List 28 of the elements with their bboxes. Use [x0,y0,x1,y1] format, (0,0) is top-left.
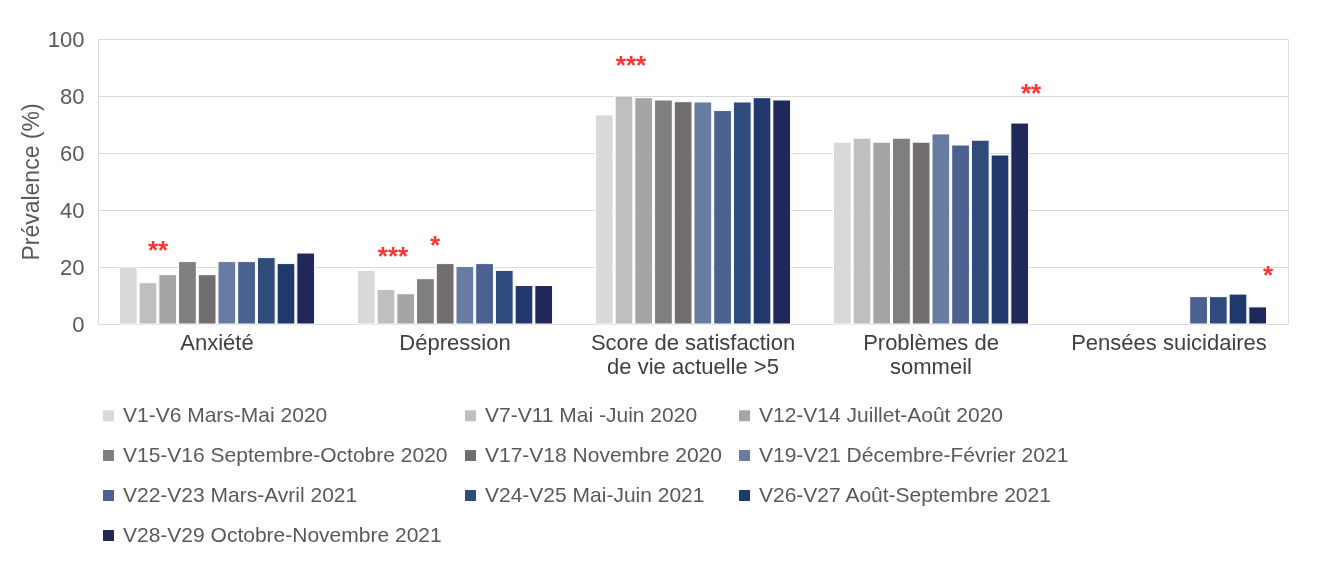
y-tick-label: 40 [60,197,85,223]
y-axis-title: Prévalence (%) [17,103,44,261]
legend-label: V28-V29 Octobre-Novembre 2021 [123,522,442,546]
y-tick-label: 0 [72,311,85,337]
x-tick-label: Anxiété [180,329,254,355]
annotation: *** [615,50,648,80]
x-tick-label: Pensées suicidaires [1071,329,1267,355]
legend-label: V22-V23 Mars-Avril 2021 [123,482,358,506]
x-tick-label: Dépression [399,329,511,355]
y-tick-label: 100 [47,26,85,52]
legend-label: V26-V27 Août-Septembre 2021 [759,482,1051,506]
y-tick-label: 60 [60,140,85,166]
annotation: *** [377,241,410,271]
legend-label: V24-V25 Mai-Juin 2021 [485,482,705,506]
legend-label: V1-V6 Mars-Mai 2020 [123,402,328,426]
y-tick-label: 20 [60,254,85,280]
y-tick-label: 80 [60,83,85,109]
legend-label: V19-V21 Décembre-Février 2021 [759,442,1069,466]
x-tick-label: Problèmes de sommeil [863,329,999,379]
legend-label: V7-V11 Mai -Juin 2020 [485,402,698,426]
annotation: * [1262,260,1274,290]
x-tick-label: Score de satisfaction de vie actuelle >5 [590,329,796,379]
annotation: ** [147,235,169,265]
legend-label: V12-V14 Juillet-Août 2020 [759,402,1003,426]
annotation: ** [1020,78,1042,108]
annotation: * [429,230,441,260]
legend-label: V15-V16 Septembre-Octobre 2020 [123,442,448,466]
legend-label: V17-V18 Novembre 2020 [485,442,722,466]
